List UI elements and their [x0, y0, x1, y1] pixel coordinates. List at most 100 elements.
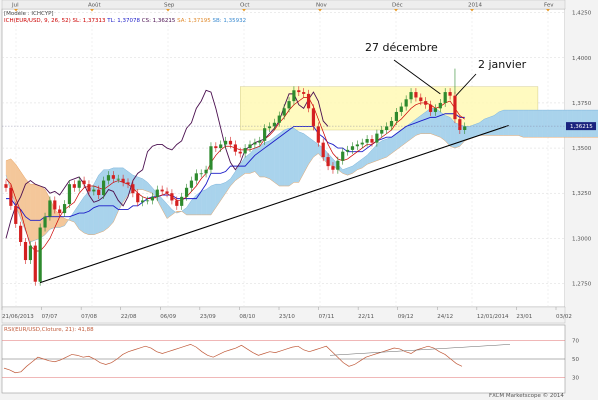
- candle: [350, 146, 355, 150]
- candle: [233, 144, 237, 152]
- month-marker: [470, 9, 474, 12]
- candle: [224, 140, 228, 145]
- date-label: 23/09: [200, 314, 216, 320]
- last-price-box: [566, 122, 596, 131]
- senkou-b-line: [5, 133, 598, 236]
- candle: [145, 200, 150, 202]
- candle: [19, 225, 23, 242]
- date-label: 21/06/2013: [2, 314, 34, 320]
- candle: [141, 200, 145, 203]
- candle: [428, 104, 433, 112]
- cloud-segment: [288, 128, 295, 187]
- candle: [136, 193, 140, 203]
- cloud-segment: [493, 111, 500, 136]
- date-label: 09/12: [398, 314, 414, 320]
- candle: [243, 148, 247, 154]
- candle: [4, 184, 8, 188]
- y-tick-label: 1,3500: [572, 146, 592, 152]
- candle: [346, 149, 350, 152]
- cloud-segment: [381, 138, 387, 160]
- arrow-27-decembre: [393, 59, 441, 95]
- candle: [458, 119, 462, 131]
- date-label: 03/02: [556, 314, 572, 320]
- annotation-27-decembre: 27 décembre: [365, 41, 438, 54]
- last-price-label: 1,36215: [570, 124, 593, 130]
- candle: [433, 108, 438, 112]
- y-tick-label: 1,2750: [572, 282, 592, 288]
- candle: [92, 189, 96, 192]
- date-label: 23/01: [516, 314, 532, 320]
- candle: [341, 151, 345, 161]
- rsi-indicator: 70 50 30: [2, 339, 579, 381]
- candle: [33, 245, 37, 282]
- rsi-line: [3, 343, 463, 374]
- candle: [194, 173, 198, 181]
- cloud-segment: [293, 127, 299, 183]
- candle: [370, 139, 374, 143]
- candle: [443, 92, 447, 103]
- cloud-segment: [30, 184, 36, 243]
- candle: [321, 142, 325, 158]
- month-labels: Jul Août Sep Oct Nov Déc 2014 Fev: [11, 2, 554, 12]
- candle: [131, 184, 135, 194]
- cloud-segment: [274, 133, 280, 187]
- candle: [389, 120, 394, 127]
- candle: [175, 200, 179, 206]
- cloud-segment: [425, 108, 431, 134]
- candle: [287, 101, 291, 109]
- candle: [438, 102, 442, 109]
- candle: [116, 178, 120, 180]
- candle: [267, 126, 272, 129]
- candle: [165, 191, 169, 194]
- candle: [448, 92, 452, 96]
- legend-item: SL: 1,37313: [71, 18, 106, 24]
- candle: [404, 99, 408, 107]
- y-tick-label: 1,3750: [572, 101, 592, 107]
- candle: [72, 184, 76, 188]
- candle: [311, 108, 316, 127]
- cloud-segment: [284, 127, 290, 187]
- date-label: 08/10: [239, 314, 255, 320]
- candle: [380, 130, 384, 134]
- candle: [424, 101, 428, 105]
- date-label: 23/10: [279, 314, 295, 320]
- y-tick-label: 1,4250: [572, 11, 592, 17]
- candle: [365, 139, 369, 143]
- date-label: 24/12: [437, 314, 453, 320]
- rsi-label: RSI(EUR/USD,Cloture, 21): 41,88: [4, 327, 94, 333]
- last-price-tag: 1,36215: [2, 122, 596, 131]
- candle: [409, 92, 413, 100]
- candle: [355, 144, 359, 147]
- candle: [238, 151, 242, 154]
- candle: [419, 97, 423, 102]
- candle: [111, 175, 115, 179]
- candle: [463, 126, 467, 131]
- candle: [160, 189, 164, 192]
- candle: [106, 175, 111, 181]
- cloud-segment: [435, 108, 441, 138]
- vertical-grid: [15, 9, 549, 307]
- candle: [170, 193, 174, 201]
- candle: [43, 216, 47, 228]
- legend-item: CS: 1,36215: [140, 18, 176, 24]
- candles: [4, 68, 467, 286]
- legend-item: SB: 1,35932: [211, 18, 246, 24]
- candle: [399, 106, 403, 112]
- candle: [9, 187, 13, 206]
- candle: [331, 166, 335, 170]
- candle: [102, 180, 106, 196]
- month-label: 2014: [468, 3, 482, 9]
- date-label: 22/11: [358, 314, 374, 320]
- candle: [394, 111, 398, 121]
- cloud-segment: [528, 109, 534, 138]
- cloud-segment: [279, 129, 285, 187]
- month-label: Jul: [11, 3, 19, 9]
- month-label: Août: [88, 2, 102, 9]
- candle: [282, 108, 286, 116]
- rsi-level-label: 70: [572, 339, 579, 345]
- indicator-legend: ICH(EUR/USD, 9, 26, 52) SL: 1,37313 TL: …: [4, 18, 246, 24]
- month-marker: [546, 9, 550, 12]
- candle: [277, 115, 281, 123]
- price-axis: [565, 9, 596, 307]
